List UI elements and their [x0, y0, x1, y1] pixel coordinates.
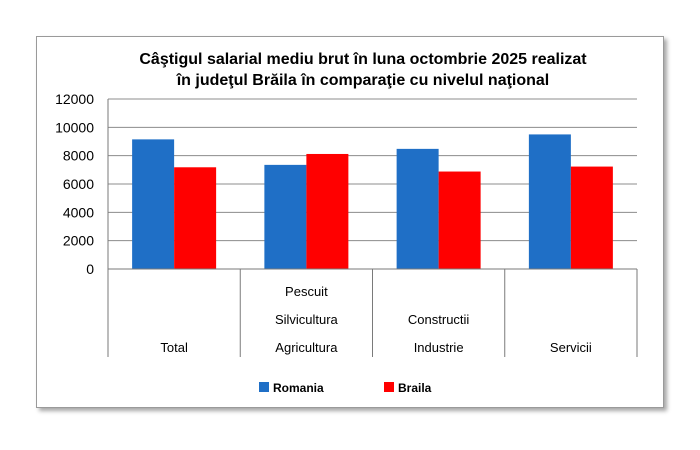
axes [107, 99, 638, 357]
bar-braila-2 [438, 171, 481, 269]
y-tick-label: 6000 [63, 176, 94, 192]
y-axis-ticks: 0 2000 4000 6000 8000 10000 12000 [55, 91, 94, 277]
chart-title-line-1: Câştigul salarial mediu brut în luna oct… [139, 51, 587, 68]
legend-swatch-romania [259, 382, 269, 392]
bar-romania-0 [132, 139, 175, 269]
bar-braila-0 [174, 167, 217, 269]
bar-braila-3 [570, 166, 613, 269]
legend: Romania Braila [259, 381, 432, 395]
chart: Câştigul salarial mediu brut în luna oct… [55, 51, 638, 395]
bar-romania-2 [396, 148, 439, 269]
legend-label-braila: Braila [398, 381, 432, 395]
category-label: Total [160, 340, 188, 355]
chart-frame: Câştigul salarial mediu brut în luna oct… [36, 36, 664, 408]
bars [132, 134, 613, 269]
category-label: Constructii [408, 312, 470, 327]
category-label: Industrie [414, 340, 464, 355]
y-tick-label: 4000 [63, 204, 94, 220]
bar-romania-1 [264, 164, 307, 269]
legend-swatch-braila [384, 382, 394, 392]
bar-braila-1 [306, 153, 349, 269]
category-label: Pescuit [285, 284, 328, 299]
bar-romania-3 [528, 134, 571, 269]
chart-title-line-2: în judeţul Brăila în comparaţie cu nivel… [176, 72, 550, 89]
y-tick-label: 10000 [55, 119, 94, 135]
category-label: Servicii [550, 340, 592, 355]
y-tick-label: 2000 [63, 233, 94, 249]
legend-label-romania: Romania [273, 381, 324, 395]
y-tick-label: 8000 [63, 148, 94, 164]
y-tick-label: 0 [86, 261, 94, 277]
chart-title: Câştigul salarial mediu brut în luna oct… [139, 51, 587, 89]
category-label: Silvicultura [275, 312, 339, 327]
y-tick-label: 12000 [55, 91, 94, 107]
category-label: Agricultura [275, 340, 338, 355]
category-labels: Total Pescuit Silvicultura Agricultura Const… [160, 284, 592, 355]
